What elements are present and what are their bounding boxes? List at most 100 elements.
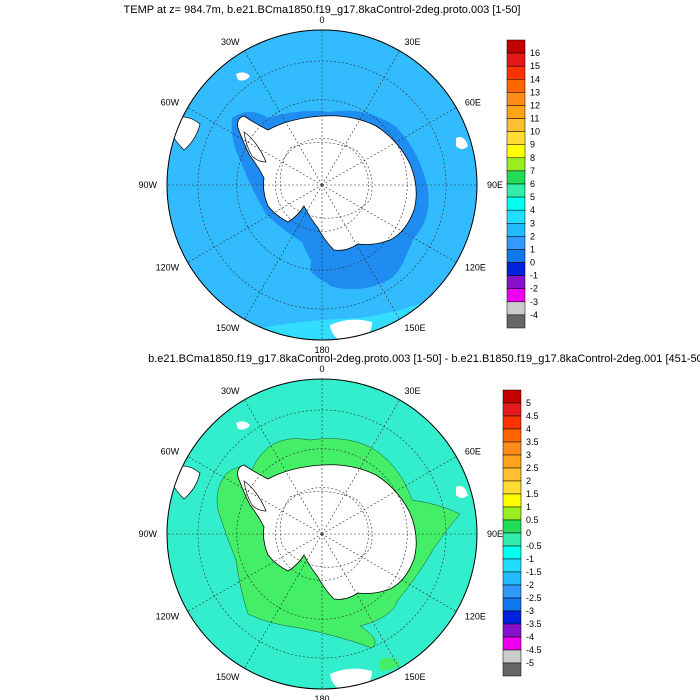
colorbar-tick-label: 7 bbox=[530, 166, 535, 176]
colorbar-segment bbox=[506, 236, 526, 250]
colorbar-tick-label: -4 bbox=[530, 310, 538, 320]
colorbar-segment bbox=[502, 571, 522, 586]
colorbar-tick-label: 15 bbox=[530, 61, 540, 71]
ice-shelf-contour bbox=[279, 142, 373, 219]
colorbar-bottom: 5 4.5 4 3.5 3 2.5 2 1.5 1 0.5 0 -0.5 -1 -1.5 -2 -2.5 -3 -… bbox=[502, 389, 542, 677]
longitude-label: 150E bbox=[405, 672, 426, 682]
new-zealand-land bbox=[330, 319, 372, 340]
colorbar-tick-label: 9 bbox=[530, 140, 535, 150]
colorbar-tick-label: 16 bbox=[530, 48, 540, 58]
panel-top: TEMP at z= 984.7m, b.e21.BCma1850.f19_g1… bbox=[124, 4, 541, 355]
colorbar-tick-label: 2 bbox=[530, 231, 535, 241]
longitude-label: 30E bbox=[405, 386, 421, 396]
colorbar-tick-label: -2.5 bbox=[526, 593, 542, 603]
colorbar-segment bbox=[502, 454, 522, 469]
antarctica-landmass bbox=[237, 464, 417, 600]
graticule bbox=[167, 30, 477, 340]
map-boundary-circle bbox=[166, 378, 478, 690]
longitude-label: 180 bbox=[314, 345, 329, 355]
colorbar-tick-label: -1 bbox=[526, 554, 534, 564]
longitude-label: 120W bbox=[156, 612, 180, 622]
longitude-labels: 0 30E 60E 90E 120E 150E 180 150W 120W 90W 60W 30W bbox=[138, 364, 503, 700]
colorbar-tick-label: -0.5 bbox=[526, 541, 542, 551]
antarctica-landmass bbox=[237, 115, 417, 251]
colorbar-segment bbox=[506, 170, 526, 185]
colorbar-tick-label: -1 bbox=[530, 271, 538, 281]
longitude-label: 90W bbox=[138, 180, 157, 190]
colorbar-segment bbox=[506, 223, 526, 237]
longitude-label: 30E bbox=[405, 37, 421, 47]
new-zealand-land bbox=[330, 668, 372, 689]
meridian-line bbox=[187, 533, 323, 612]
colorbar-segment bbox=[506, 39, 526, 54]
ross-gyre-region bbox=[310, 238, 410, 289]
longitude-label: 90E bbox=[487, 180, 503, 190]
colorbar-tick-label: 3 bbox=[526, 450, 531, 460]
colorbar-tick-label: -2 bbox=[530, 284, 538, 294]
meridian-line bbox=[321, 184, 457, 263]
colorbar-tick-label: 4 bbox=[530, 205, 535, 215]
meridian-line bbox=[187, 107, 323, 186]
colorbar-tick-label: 0.5 bbox=[526, 515, 539, 525]
colorbar-segment bbox=[502, 506, 522, 521]
colorbar-tick-label: 1 bbox=[530, 244, 535, 254]
colorbar-segment bbox=[502, 545, 522, 560]
colorbar-tick-label: -3 bbox=[526, 606, 534, 616]
meridian-line bbox=[321, 533, 457, 612]
colorbar-tick-label: 8 bbox=[530, 153, 535, 163]
colorbar-tick-label: 0 bbox=[526, 528, 531, 538]
longitude-label: 120W bbox=[156, 263, 180, 273]
meridian-line bbox=[321, 107, 457, 186]
meridian-line bbox=[187, 184, 323, 263]
longitude-label: 30W bbox=[221, 37, 240, 47]
island-ice-patch bbox=[236, 72, 250, 81]
colorbar-segment bbox=[506, 92, 526, 106]
colorbar-segment bbox=[502, 610, 522, 625]
longitude-labels: 0 30E 60E 90E 120E 150E 180 150W 120W 90W 60W 30W bbox=[138, 15, 503, 355]
colorbar-tick-label: 12 bbox=[530, 100, 540, 110]
colorbar-segment bbox=[506, 301, 526, 316]
colorbar-tick-label: 3.5 bbox=[526, 437, 539, 447]
longitude-label: 60E bbox=[465, 98, 481, 108]
colorbar-segment bbox=[502, 415, 522, 430]
colorbar-tick-label: -3.5 bbox=[526, 619, 542, 629]
longitude-label: 90W bbox=[138, 529, 157, 539]
meridian-line bbox=[321, 50, 400, 186]
longitude-label: 150E bbox=[405, 323, 426, 333]
colorbar-segment bbox=[502, 532, 522, 547]
colorbar-tick-label: 2.5 bbox=[526, 463, 539, 473]
latitude-circle bbox=[275, 487, 369, 581]
colorbar-tick-label: -1.5 bbox=[526, 567, 542, 577]
meridian-line bbox=[321, 533, 400, 669]
colorbar-tick-label: 2 bbox=[526, 476, 531, 486]
meridian-line bbox=[244, 184, 323, 320]
colorbar-segment bbox=[502, 493, 522, 508]
colorbar-tick-label: 10 bbox=[530, 127, 540, 137]
longitude-label: 180 bbox=[314, 694, 329, 700]
colorbar-segment bbox=[506, 65, 526, 80]
colorbar-tick-label: 3 bbox=[530, 218, 535, 228]
graticule bbox=[167, 379, 477, 689]
colorbar-segment bbox=[502, 428, 522, 443]
meridian-line bbox=[321, 184, 400, 320]
colorbar-segment bbox=[502, 519, 522, 534]
colorbar-tick-label: 5 bbox=[526, 398, 531, 408]
colorbar-segment bbox=[502, 467, 522, 482]
colorbar-segment bbox=[506, 314, 526, 329]
colorbar-segment bbox=[502, 480, 522, 495]
colorbar-segment bbox=[506, 209, 526, 224]
colorbar-tick-label: 13 bbox=[530, 87, 540, 97]
colorbar-tick-label: 11 bbox=[530, 114, 539, 124]
colorbar-segment bbox=[506, 288, 526, 303]
antarctic-peninsula bbox=[243, 131, 267, 163]
meridian-line bbox=[187, 456, 323, 535]
colorbar-segment bbox=[502, 441, 522, 456]
colorbar-segment bbox=[506, 275, 526, 289]
colorbar-tick-label: 14 bbox=[530, 74, 540, 84]
meridian-line bbox=[321, 456, 457, 535]
colorbar-tick-label: 6 bbox=[530, 179, 535, 189]
colorbar-tick-label: -5 bbox=[526, 658, 534, 668]
colorbar-segment bbox=[502, 402, 522, 417]
